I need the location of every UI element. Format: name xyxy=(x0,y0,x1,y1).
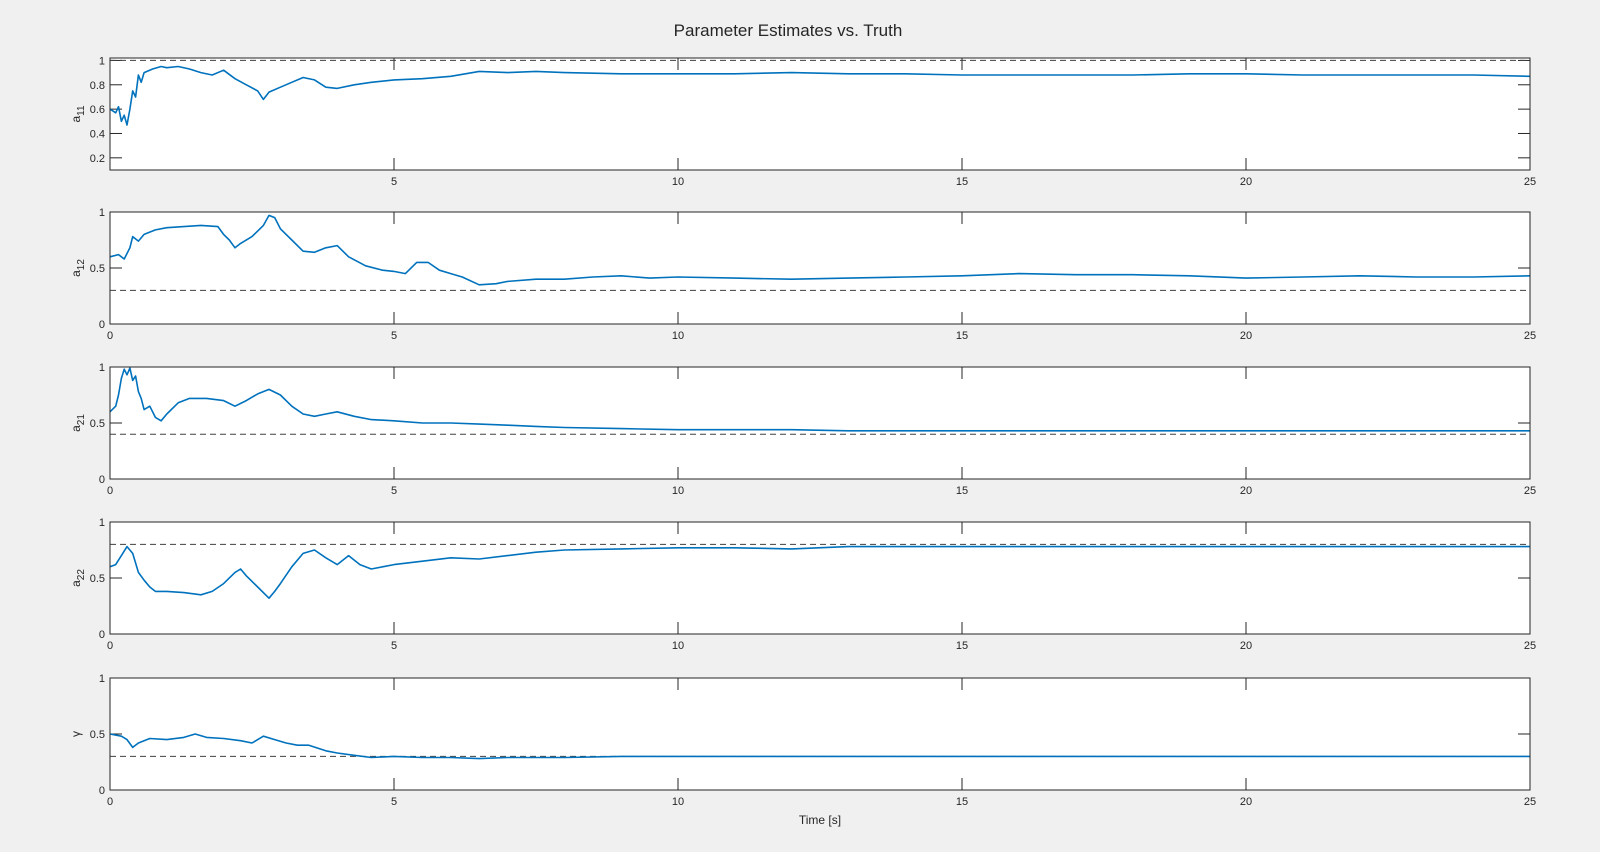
estimate-line xyxy=(109,545,1530,600)
figure-title: Parameter Estimates vs. Truth xyxy=(674,21,903,40)
subplot-2: 0 5 10 15 20 25 0 0.5 1 a12 xyxy=(69,207,1536,342)
axes-background xyxy=(110,58,1530,170)
y-axis-label: a12 xyxy=(69,259,87,277)
estimate-line xyxy=(109,214,1531,286)
y-tick-label: 1 xyxy=(99,55,105,67)
y-tick-label: 0.5 xyxy=(90,573,105,585)
axes-background xyxy=(110,678,1530,790)
y-tick-label: 0 xyxy=(99,474,105,486)
estimate-line xyxy=(109,733,1530,760)
x-tick-label: 15 xyxy=(956,640,968,652)
x-tick-label: 25 xyxy=(1524,485,1536,497)
subplot-5: 0 5 10 15 20 25 0 0.5 1 γ xyxy=(69,673,1536,808)
y-tick-label: 0 xyxy=(99,785,105,797)
y-axis-label: γ xyxy=(69,731,83,737)
x-tick-label: 20 xyxy=(1240,796,1252,808)
subplot-1: 5 10 15 20 25 0.2 0.4 0.6 0.8 1 a11 xyxy=(69,55,1536,188)
y-tick-label: 0.6 xyxy=(90,104,105,116)
x-tick-label: 10 xyxy=(672,640,684,652)
x-tick-label: 0 xyxy=(107,796,113,808)
y-tick-label: 0.8 xyxy=(90,80,105,92)
x-axis-label: Time [s] xyxy=(799,813,841,827)
estimate-line xyxy=(109,367,1530,432)
axes-box xyxy=(109,521,1531,635)
subplot-4: 0 5 10 15 20 25 0 0.5 1 a22 xyxy=(69,517,1536,652)
y-tick-label: 0 xyxy=(99,319,105,331)
x-tick-label: 15 xyxy=(956,176,968,188)
x-tick-label: 20 xyxy=(1240,176,1252,188)
y-tick-label: 0.5 xyxy=(90,263,105,275)
y-axis-label-base: γ xyxy=(69,731,83,737)
x-tick-label: 5 xyxy=(391,330,397,342)
y-axis-label-subscript: 12 xyxy=(76,259,87,271)
x-tick-label: 5 xyxy=(391,640,397,652)
y-tick-label: 0 xyxy=(99,629,105,641)
y-tick-label: 0.5 xyxy=(90,418,105,430)
x-tick-label: 25 xyxy=(1524,796,1536,808)
x-tick-label: 20 xyxy=(1240,485,1252,497)
y-axis-label-base: a xyxy=(69,425,83,432)
axes-background xyxy=(110,522,1530,634)
y-tick-label: 1 xyxy=(99,673,105,685)
y-tick-label: 0.2 xyxy=(90,153,105,165)
x-tick-label: 25 xyxy=(1524,176,1536,188)
axes-box xyxy=(109,57,1531,171)
x-tick-label: 5 xyxy=(391,796,397,808)
x-tick-label: 10 xyxy=(672,330,684,342)
x-tick-label: 15 xyxy=(956,330,968,342)
axes-background xyxy=(110,367,1530,479)
y-tick-label: 0.4 xyxy=(90,128,105,140)
y-tick-label: 1 xyxy=(99,207,105,219)
y-tick-label: 1 xyxy=(99,517,105,529)
y-axis-label-subscript: 11 xyxy=(76,105,87,116)
y-axis-label-base: a xyxy=(69,580,83,587)
y-axis-label: a22 xyxy=(69,569,87,587)
x-tick-label: 15 xyxy=(956,796,968,808)
y-axis-label-base: a xyxy=(69,116,83,123)
y-axis-label: a21 xyxy=(69,414,87,432)
axes-box xyxy=(109,211,1531,325)
y-tick-label: 0.5 xyxy=(90,729,105,741)
x-tick-label: 0 xyxy=(107,485,113,497)
y-axis-label-subscript: 22 xyxy=(76,569,87,581)
x-tick-label: 10 xyxy=(672,796,684,808)
x-tick-label: 15 xyxy=(956,485,968,497)
x-tick-label: 25 xyxy=(1524,330,1536,342)
estimate-line xyxy=(109,65,1531,126)
x-tick-label: 10 xyxy=(672,176,684,188)
x-tick-label: 20 xyxy=(1240,330,1252,342)
y-axis-label-base: a xyxy=(69,270,83,277)
x-tick-label: 5 xyxy=(391,485,397,497)
x-tick-label: 5 xyxy=(391,176,397,188)
x-tick-label: 0 xyxy=(107,640,113,652)
x-tick-label: 20 xyxy=(1240,640,1252,652)
x-tick-label: 0 xyxy=(107,330,113,342)
axes-background xyxy=(110,212,1530,324)
y-tick-label: 1 xyxy=(99,362,105,374)
y-axis-label: a11 xyxy=(69,105,87,123)
axes-box xyxy=(109,677,1531,791)
x-tick-label: 10 xyxy=(672,485,684,497)
y-axis-label-subscript: 21 xyxy=(76,414,87,426)
x-tick-label: 25 xyxy=(1524,640,1536,652)
axes-box xyxy=(109,366,1531,480)
subplot-3: 0 5 10 15 20 25 0 0.5 1 a21 xyxy=(69,362,1536,497)
